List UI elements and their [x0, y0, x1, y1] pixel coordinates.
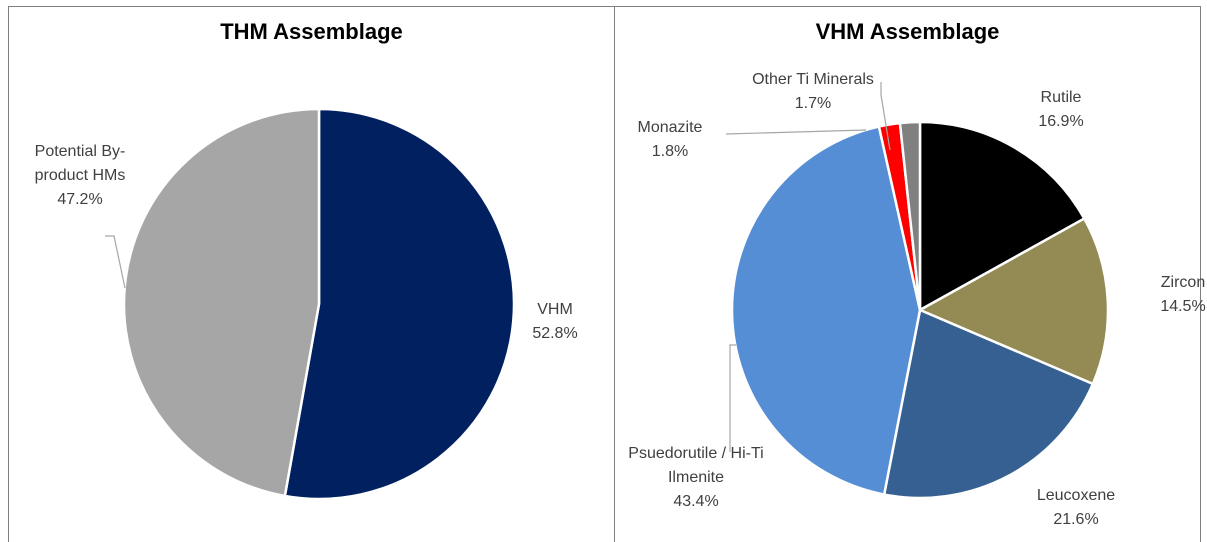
category-label: Rutile [1040, 89, 1082, 106]
pie-slice [898, 120, 922, 311]
category-label: Zircon [1160, 274, 1206, 291]
value-label: 21.6% [1053, 511, 1099, 528]
value-label: 52.8% [532, 325, 578, 342]
pie-slice [917, 216, 1110, 386]
category-label: Monazite [637, 119, 703, 136]
category-label: Psuedorutile / Hi-Ti Ilmenite [628, 445, 764, 486]
value-label: 47.2% [57, 191, 103, 208]
data-label: VHM 52.8% [510, 298, 600, 346]
value-label: 16.9% [1038, 113, 1084, 130]
leader-line [880, 82, 891, 151]
chart-panel: VHM Assemblage [614, 6, 1201, 542]
category-label: Other Ti Minerals [752, 71, 874, 88]
category-label: Leucoxene [1036, 487, 1116, 504]
data-label: Psuedorutile / Hi-Ti Ilmenite 43.4% [621, 442, 771, 514]
value-label: 1.7% [794, 95, 832, 112]
data-label: Leucoxene 21.6% [1021, 484, 1131, 532]
pie-slice [918, 120, 1086, 313]
pie-slice [122, 107, 321, 498]
pie-slice [730, 125, 922, 497]
data-label: Rutile 16.9% [1016, 86, 1106, 134]
leader-line [105, 235, 126, 289]
data-label: Potential By-product HMs 47.2% [25, 140, 135, 212]
pie-slice [882, 308, 1095, 500]
chart-title: THM Assemblage [220, 19, 403, 44]
chart-title: VHM Assemblage [815, 19, 1000, 44]
leader-line [729, 344, 736, 452]
leader-line [725, 129, 867, 135]
value-label: 43.4% [673, 493, 719, 510]
pie-slice [283, 107, 516, 501]
data-label: Other Ti Minerals 1.7% [728, 68, 898, 116]
value-label: 14.5% [1160, 298, 1206, 315]
data-label: Monazite 1.8% [620, 116, 720, 164]
category-label: Potential By-product HMs [34, 143, 126, 184]
category-label: VHM [537, 301, 573, 318]
value-label: 1.8% [651, 143, 689, 160]
data-label: Zircon 14.5% [1138, 271, 1207, 319]
